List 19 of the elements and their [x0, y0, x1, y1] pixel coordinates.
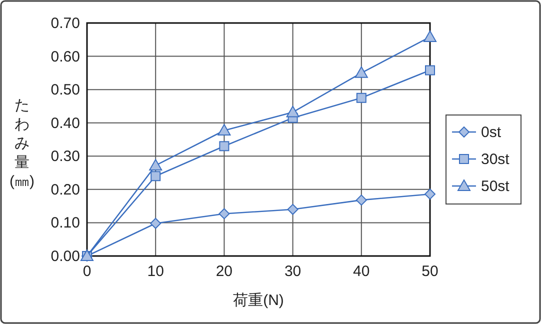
legend-label: 50st: [481, 178, 510, 195]
y-tick-label: 0.60: [50, 48, 80, 66]
x-tick-label: 20: [216, 263, 233, 280]
y-tick-label: 0.00: [50, 248, 80, 265]
x-tick-label: 50: [422, 263, 438, 280]
x-tick-label: 10: [147, 263, 164, 280]
y-axis-title: たわみ量(㎜): [10, 97, 34, 190]
y-tick-label: 0.40: [50, 114, 80, 132]
legend-label: 30st: [481, 151, 510, 168]
x-axis-title: 荷重(N): [233, 292, 284, 309]
legend-label: 0st: [481, 124, 502, 141]
y-tick-label: 0.50: [50, 82, 80, 99]
x-tick-label: 40: [353, 263, 370, 280]
x-tick-label: 0: [82, 263, 92, 280]
y-tick-label: 0.70: [50, 15, 80, 32]
y-tick-label: 0.10: [50, 214, 80, 232]
y-tick-label: 0.30: [50, 148, 80, 166]
y-tick-label: 0.20: [50, 181, 80, 198]
x-tick-label: 30: [284, 263, 302, 280]
